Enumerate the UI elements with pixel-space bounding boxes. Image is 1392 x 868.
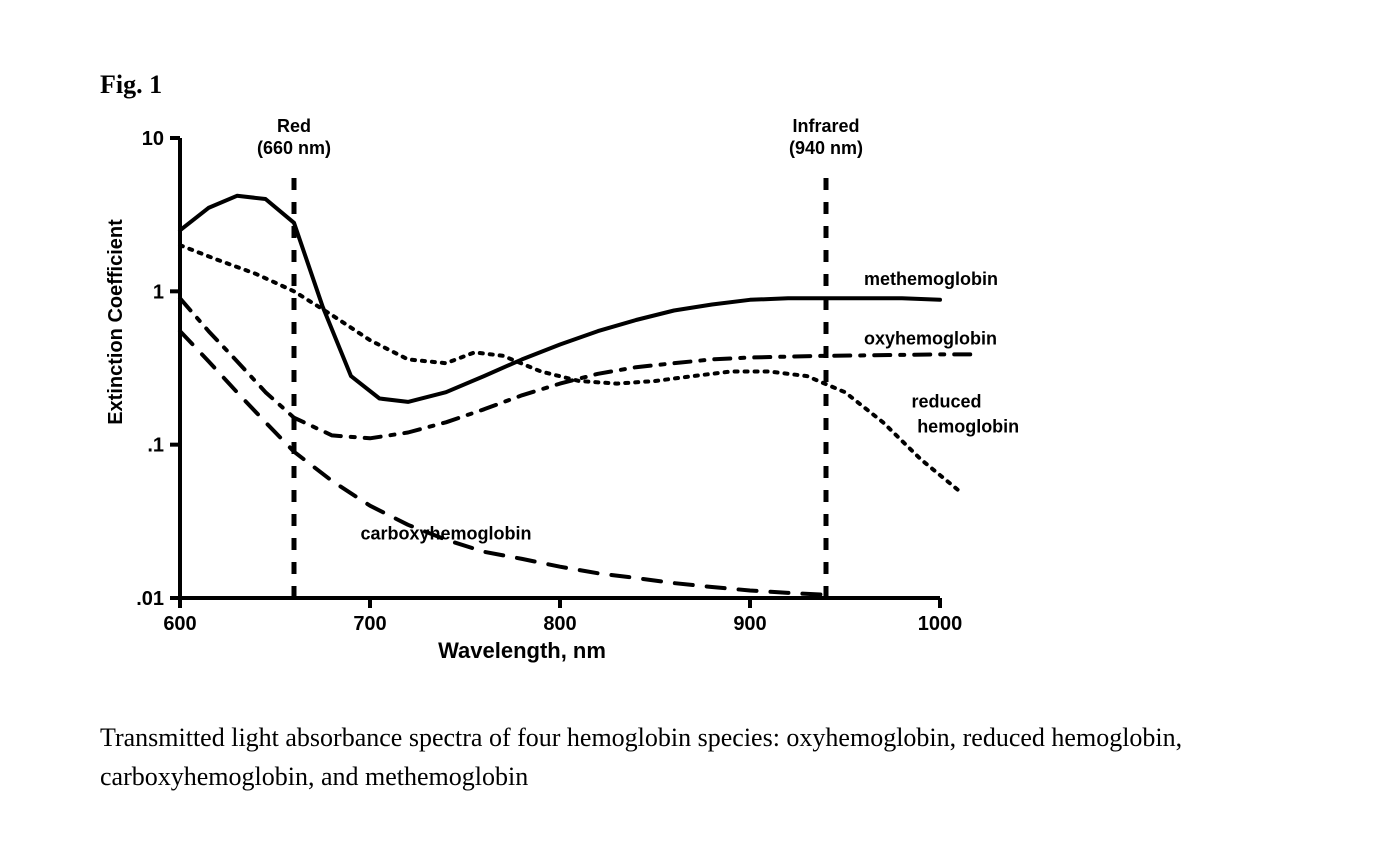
x-axis-label: Wavelength, nm xyxy=(438,638,606,663)
y-tick-label: 10 xyxy=(142,128,164,150)
x-tick-label: 1000 xyxy=(918,613,963,635)
y-tick-label: .01 xyxy=(136,588,164,610)
y-tick-label: .1 xyxy=(147,435,164,457)
marker-sublabel: (660 nm) xyxy=(257,138,331,158)
x-tick-label: 600 xyxy=(163,613,196,635)
y-axis-label: Extinction Coefficient xyxy=(105,219,127,425)
series-oxyhemoglobin xyxy=(180,298,978,438)
marker-label: Red xyxy=(277,116,311,136)
figure-label: Fig. 1 xyxy=(100,70,1292,100)
marker-sublabel: (940 nm) xyxy=(789,138,863,158)
y-tick-label: 1 xyxy=(153,281,164,303)
marker-label: Infrared xyxy=(792,116,859,136)
series-label: reduced xyxy=(912,391,982,411)
x-tick-label: 800 xyxy=(543,613,576,635)
x-tick-label: 700 xyxy=(353,613,386,635)
absorbance-chart: 600 700 800 900 1000 Wavelength, nm .01 .1 1 10 Ex… xyxy=(100,108,1140,688)
series-label: methemoglobin xyxy=(864,269,998,289)
page: Fig. 1 600 700 800 900 1000 Wavelength, nm .01… xyxy=(0,0,1392,868)
series-label: oxyhemoglobin xyxy=(864,329,997,349)
series-label: hemoglobin xyxy=(917,417,1019,437)
x-tick-label: 900 xyxy=(733,613,766,635)
series-label: carboxyhemoglobin xyxy=(360,524,531,544)
figure-caption: Transmitted light absorbance spectra of … xyxy=(100,718,1290,796)
chart-container: 600 700 800 900 1000 Wavelength, nm .01 .1 1 10 Ex… xyxy=(100,108,1000,688)
